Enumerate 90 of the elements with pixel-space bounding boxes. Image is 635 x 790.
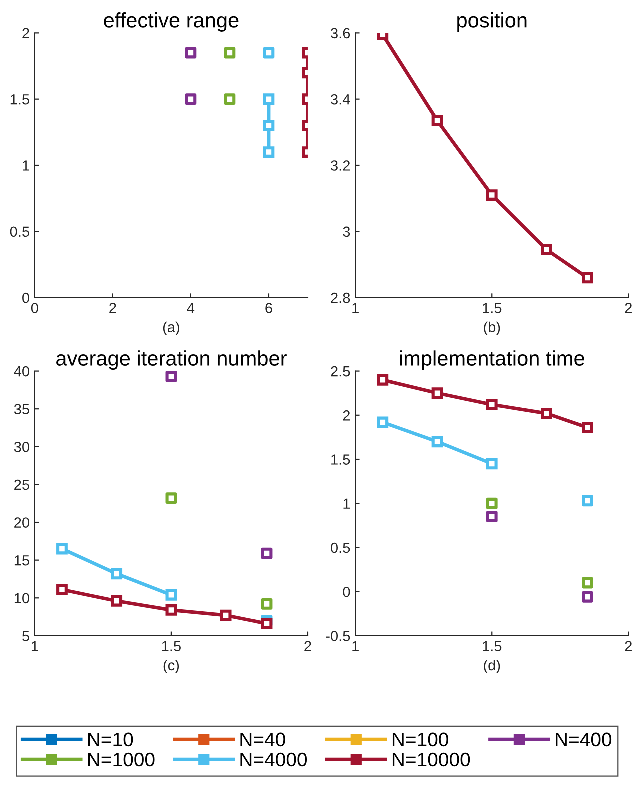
- legend-label: N=4000: [240, 752, 308, 767]
- legend-label: N=1000: [88, 752, 155, 767]
- point: [582, 272, 594, 284]
- x-tick-label: 2: [304, 641, 312, 652]
- point: [486, 458, 498, 470]
- point: [263, 120, 275, 132]
- y-tick-label: 2.8: [331, 292, 350, 304]
- point: [377, 374, 389, 386]
- chart-title: position: [458, 12, 527, 32]
- y-tick-label: 10: [14, 593, 30, 604]
- point: [263, 47, 275, 59]
- legend-label: N=100: [392, 732, 448, 747]
- legend-label: N=400: [556, 732, 612, 747]
- x-axis-title: (a): [163, 322, 180, 336]
- point: [261, 598, 273, 610]
- point: [56, 584, 68, 596]
- point: [541, 408, 552, 420]
- y-tick-label: 20: [14, 518, 30, 528]
- point: [185, 94, 197, 106]
- point: [582, 577, 594, 589]
- x-tick-label: 4: [187, 303, 195, 314]
- point: [582, 422, 594, 434]
- y-tick-label: 2: [343, 410, 350, 421]
- y-tick-label: 40: [14, 366, 30, 377]
- y-tick-label: 25: [14, 480, 30, 490]
- x-axis-title: (c): [164, 660, 180, 674]
- y-tick-label: -0.5: [326, 631, 350, 642]
- point: [56, 543, 68, 555]
- point: [111, 568, 123, 580]
- point: [486, 190, 498, 201]
- y-tick-label: 1: [23, 160, 30, 171]
- point: [486, 498, 498, 510]
- chart-title: effective range: [104, 12, 239, 32]
- y-tick-label: 2: [22, 28, 30, 38]
- point: [224, 94, 236, 106]
- y-tick-label: 0.5: [331, 542, 350, 554]
- y-tick-label: 1: [344, 498, 350, 509]
- point: [185, 47, 197, 59]
- x-tick-label: 1.5: [162, 641, 181, 652]
- legend-label: N=10000: [392, 752, 470, 767]
- x-tick-label: 2: [625, 303, 632, 314]
- legend-label: N=10: [88, 732, 134, 747]
- legend-label: N=40: [240, 732, 286, 747]
- point: [486, 399, 498, 411]
- x-tick-label: 1.5: [483, 641, 502, 652]
- x-axis-title: (b): [484, 322, 500, 336]
- point: [541, 244, 552, 256]
- x-tick-label: 1: [352, 641, 359, 652]
- x-tick-label: 1: [352, 303, 359, 314]
- x-tick-label: 6: [266, 303, 272, 314]
- point: [263, 146, 275, 158]
- y-tick-label: 35: [14, 404, 30, 415]
- point: [261, 618, 273, 630]
- point: [166, 604, 178, 616]
- chart-title: average iteration number: [56, 350, 287, 370]
- point: [582, 495, 594, 507]
- y-tick-label: 5: [22, 631, 30, 642]
- point: [582, 591, 594, 603]
- point: [432, 115, 444, 127]
- y-tick-label: 3.2: [331, 160, 350, 171]
- point: [220, 610, 232, 622]
- y-tick-label: 15: [14, 556, 30, 566]
- x-tick-label: 2: [625, 641, 632, 652]
- point: [486, 511, 498, 523]
- point: [261, 548, 273, 560]
- y-tick-label: 3.4: [331, 94, 350, 105]
- point: [432, 388, 444, 400]
- y-tick-label: 3.6: [331, 28, 350, 39]
- x-tick-label: 2: [110, 303, 116, 314]
- y-tick-label: 1.5: [332, 454, 350, 465]
- y-tick-label: 30: [14, 442, 30, 452]
- point: [432, 436, 444, 448]
- point: [111, 595, 123, 607]
- point: [377, 416, 389, 428]
- x-tick-label: 1.5: [483, 303, 502, 314]
- y-tick-label: 0.5: [10, 226, 30, 238]
- x-tick-label: 0: [31, 303, 38, 314]
- x-axis-title: (d): [484, 660, 500, 674]
- point: [166, 371, 178, 382]
- chart-title: implementation time: [400, 350, 584, 370]
- point: [166, 589, 178, 601]
- y-tick-label: 3: [343, 226, 350, 238]
- y-tick-label: 0: [22, 292, 30, 304]
- point: [166, 492, 178, 504]
- x-tick-label: 1: [32, 641, 38, 652]
- y-tick-label: 1.5: [10, 94, 30, 105]
- y-tick-label: 0: [343, 586, 350, 598]
- point: [263, 94, 275, 106]
- y-tick-label: 2.5: [331, 366, 350, 377]
- point: [224, 47, 236, 59]
